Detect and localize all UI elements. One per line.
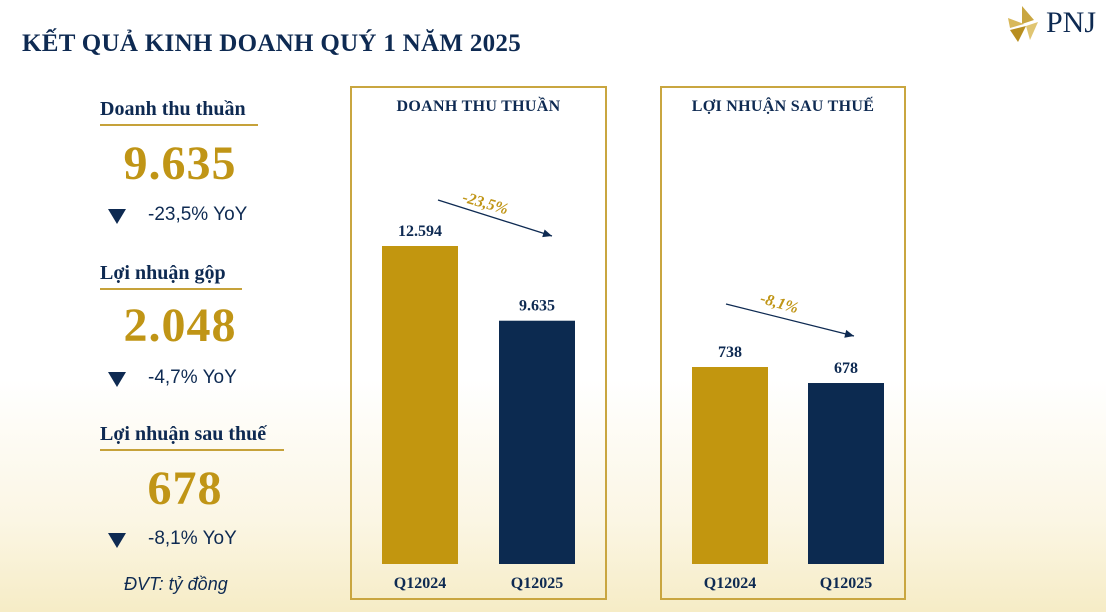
revenue-chart-panel: DOANH THU THUẦN 12.594 Q12024 9.635 Q12025 -… bbox=[350, 86, 607, 600]
kpi-change: -8,1% YoY bbox=[148, 528, 237, 549]
chart-title: LỢI NHUẬN SAU THUẾ bbox=[691, 98, 875, 115]
arrow-head-icon bbox=[542, 229, 552, 238]
data-label: 9.635 bbox=[519, 298, 555, 315]
logo-text: PNJ bbox=[1046, 6, 1097, 39]
down-triangle-icon bbox=[108, 533, 126, 548]
kpi-label: Lợi nhuận sau thuế bbox=[100, 423, 267, 445]
unit-note: ĐVT: tỷ đồng bbox=[124, 574, 228, 594]
trend-arrow-line bbox=[725, 303, 855, 337]
bar-q12024 bbox=[382, 246, 458, 564]
trend-arrow-line bbox=[437, 199, 553, 237]
kpi-value: 678 bbox=[147, 462, 223, 515]
data-label: 738 bbox=[718, 344, 742, 361]
chart-title: DOANH THU THUẦN bbox=[396, 98, 561, 115]
kpi-divider bbox=[100, 124, 258, 126]
kpi-divider bbox=[100, 449, 284, 451]
net-profit-chart-panel: LỢI NHUẬN SAU THUẾ 738 Q12024 678 Q12025 -8,… bbox=[660, 86, 906, 600]
category-label: Q12025 bbox=[820, 575, 872, 592]
kpi-change: -23,5% YoY bbox=[148, 204, 248, 225]
pnj-logo: PNJ bbox=[1002, 2, 1102, 46]
kpi-value: 2.048 bbox=[123, 299, 237, 352]
category-label: Q12024 bbox=[394, 575, 446, 592]
kpi-label: Doanh thu thuần bbox=[100, 98, 246, 120]
data-label: 678 bbox=[834, 360, 858, 377]
category-label: Q12024 bbox=[704, 575, 756, 592]
down-triangle-icon bbox=[108, 209, 126, 224]
data-label: 12.594 bbox=[398, 223, 442, 240]
page-title: KẾT QUẢ KINH DOANH QUÝ 1 NĂM 2025 bbox=[22, 30, 522, 57]
bar-q12024 bbox=[692, 367, 768, 564]
kpi-change: -4,7% YoY bbox=[148, 367, 237, 388]
arrow-head-icon bbox=[844, 329, 854, 338]
kpi-label: Lợi nhuận gộp bbox=[100, 262, 226, 284]
revenue-chart: 12.594 Q12024 9.635 Q12025 -23,5% bbox=[382, 189, 575, 592]
kpi-value: 9.635 bbox=[123, 137, 237, 190]
down-triangle-icon bbox=[108, 372, 126, 387]
kpi-divider bbox=[100, 288, 242, 290]
pnj-logo-icon bbox=[1008, 6, 1038, 42]
bar-q12025 bbox=[499, 320, 575, 564]
change-annotation: -23,5% bbox=[460, 189, 510, 218]
bar-q12025 bbox=[808, 383, 884, 564]
category-label: Q12025 bbox=[511, 575, 563, 592]
